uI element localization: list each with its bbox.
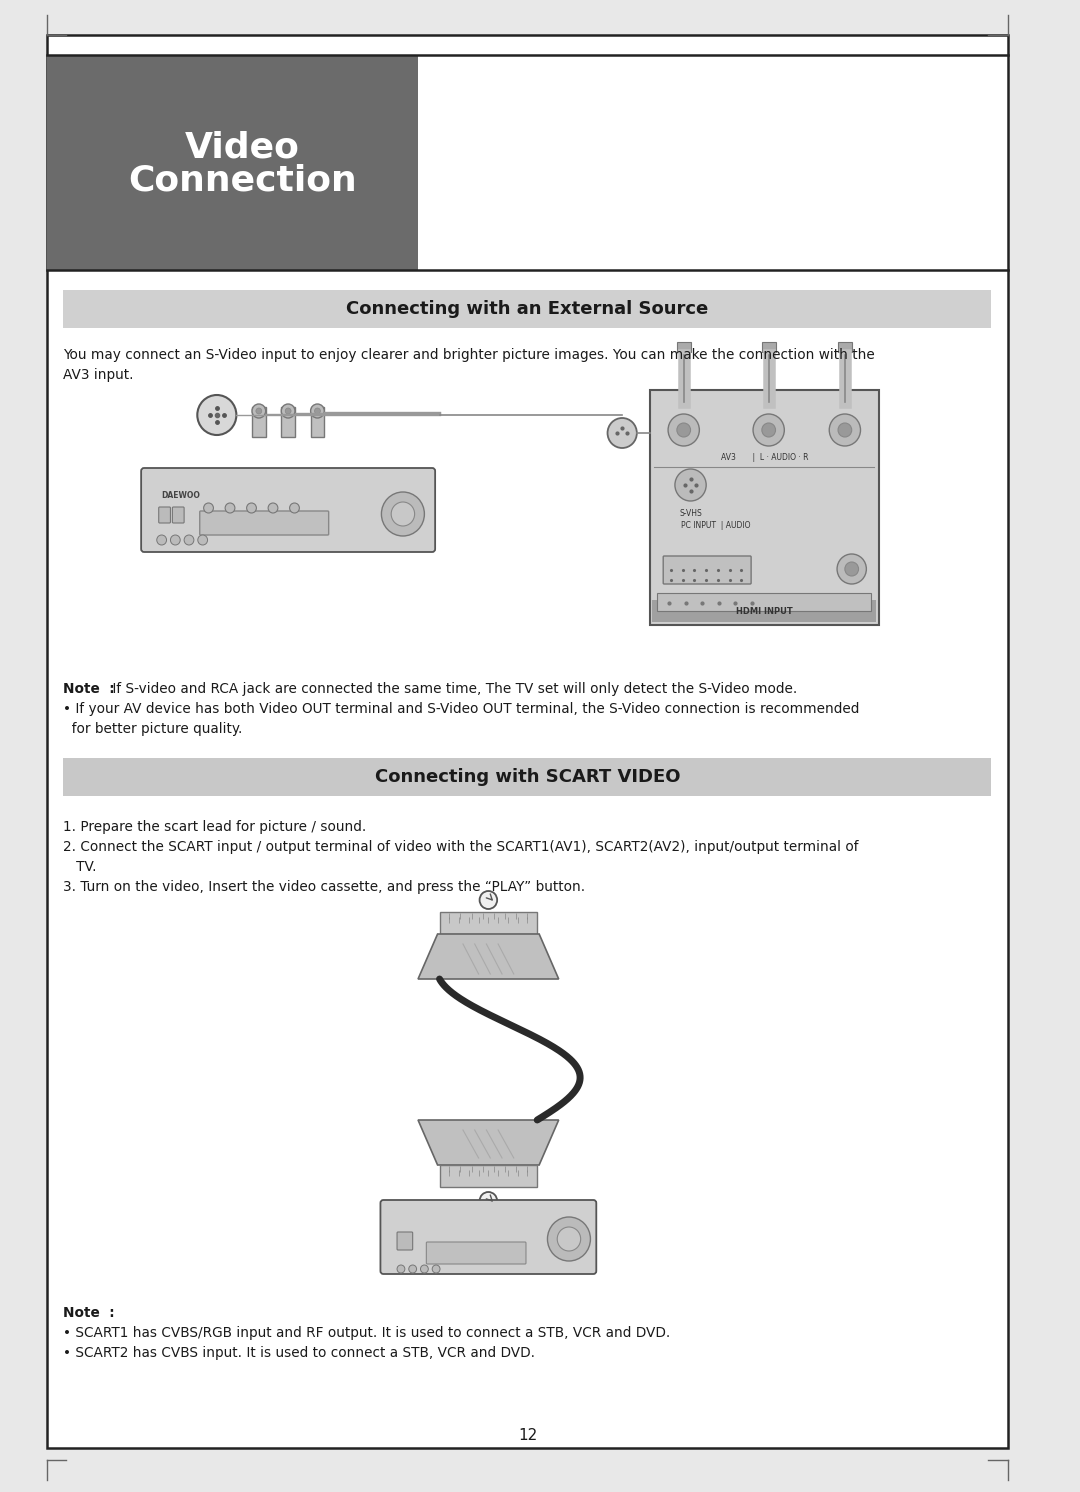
Circle shape bbox=[184, 536, 194, 545]
Text: Note  :: Note : bbox=[64, 682, 116, 695]
Text: 2. Connect the SCART input / output terminal of video with the SCART1(AV1), SCAR: 2. Connect the SCART input / output term… bbox=[64, 840, 859, 853]
Bar bbox=[46, 55, 418, 270]
Circle shape bbox=[246, 503, 256, 513]
Bar bbox=[649, 389, 879, 625]
Circle shape bbox=[677, 424, 690, 437]
FancyBboxPatch shape bbox=[380, 1200, 596, 1274]
Circle shape bbox=[480, 891, 497, 909]
Circle shape bbox=[753, 413, 784, 446]
Polygon shape bbox=[418, 1120, 558, 1165]
Circle shape bbox=[432, 1265, 440, 1273]
Circle shape bbox=[391, 501, 415, 527]
Circle shape bbox=[845, 562, 859, 576]
Text: Connection: Connection bbox=[127, 164, 356, 197]
Text: S-VHS: S-VHS bbox=[679, 509, 702, 518]
Circle shape bbox=[397, 1265, 405, 1273]
Bar bbox=[64, 758, 991, 797]
Bar bbox=[838, 342, 852, 352]
Text: DAEWOO: DAEWOO bbox=[162, 491, 201, 500]
Circle shape bbox=[204, 503, 214, 513]
Circle shape bbox=[256, 407, 261, 413]
Bar bbox=[652, 600, 876, 622]
Circle shape bbox=[829, 413, 861, 446]
Circle shape bbox=[198, 536, 207, 545]
Bar bbox=[311, 407, 324, 437]
Bar bbox=[64, 289, 991, 328]
Circle shape bbox=[171, 536, 180, 545]
Circle shape bbox=[252, 404, 266, 418]
Circle shape bbox=[557, 1226, 581, 1250]
Text: Video: Video bbox=[185, 130, 299, 164]
Circle shape bbox=[314, 407, 321, 413]
Text: PC INPUT  | AUDIO: PC INPUT | AUDIO bbox=[681, 521, 751, 530]
Circle shape bbox=[311, 404, 324, 418]
FancyBboxPatch shape bbox=[173, 507, 184, 524]
Circle shape bbox=[268, 503, 278, 513]
Circle shape bbox=[285, 407, 292, 413]
Text: 3. Turn on the video, Insert the video cassette, and press the “PLAY” button.: 3. Turn on the video, Insert the video c… bbox=[64, 880, 585, 894]
Text: Connecting with SCART VIDEO: Connecting with SCART VIDEO bbox=[375, 768, 680, 786]
FancyBboxPatch shape bbox=[427, 1241, 526, 1264]
Circle shape bbox=[381, 492, 424, 536]
Text: • If your AV device has both Video OUT terminal and S-Video OUT terminal, the S-: • If your AV device has both Video OUT t… bbox=[64, 703, 860, 716]
Text: If S-video and RCA jack are connected the same time, The TV set will only detect: If S-video and RCA jack are connected th… bbox=[108, 682, 798, 695]
Text: TV.: TV. bbox=[64, 859, 97, 874]
Circle shape bbox=[198, 395, 237, 436]
Bar bbox=[677, 342, 690, 352]
Text: for better picture quality.: for better picture quality. bbox=[64, 722, 243, 736]
Text: Note  :: Note : bbox=[64, 1306, 116, 1320]
Circle shape bbox=[420, 1265, 429, 1273]
Circle shape bbox=[838, 424, 852, 437]
FancyBboxPatch shape bbox=[397, 1232, 413, 1250]
Text: Connecting with an External Source: Connecting with an External Source bbox=[347, 300, 708, 318]
Bar bbox=[252, 407, 266, 437]
Circle shape bbox=[675, 468, 706, 501]
Text: 1. Prepare the scart lead for picture / sound.: 1. Prepare the scart lead for picture / … bbox=[64, 821, 367, 834]
Text: AV3       |  L · AUDIO · R: AV3 | L · AUDIO · R bbox=[720, 454, 808, 463]
Text: • SCART1 has CVBS/RGB input and RF output. It is used to connect a STB, VCR and : • SCART1 has CVBS/RGB input and RF outpu… bbox=[64, 1326, 671, 1340]
Bar bbox=[440, 1165, 537, 1188]
Circle shape bbox=[837, 554, 866, 583]
Circle shape bbox=[289, 503, 299, 513]
Circle shape bbox=[608, 418, 637, 448]
Text: • SCART2 has CVBS input. It is used to connect a STB, VCR and DVD.: • SCART2 has CVBS input. It is used to c… bbox=[64, 1346, 536, 1361]
Bar bbox=[761, 342, 775, 352]
FancyBboxPatch shape bbox=[663, 557, 751, 583]
Text: AV3 input.: AV3 input. bbox=[64, 369, 134, 382]
Circle shape bbox=[669, 413, 700, 446]
Bar bbox=[658, 592, 872, 612]
Circle shape bbox=[225, 503, 235, 513]
FancyBboxPatch shape bbox=[159, 507, 171, 524]
Circle shape bbox=[281, 404, 295, 418]
Circle shape bbox=[408, 1265, 417, 1273]
Bar bbox=[440, 912, 537, 934]
Text: You may connect an S-Video input to enjoy clearer and brighter picture images. Y: You may connect an S-Video input to enjo… bbox=[64, 348, 875, 363]
Circle shape bbox=[480, 1192, 497, 1210]
Text: 12: 12 bbox=[517, 1428, 537, 1443]
FancyBboxPatch shape bbox=[200, 510, 328, 536]
FancyBboxPatch shape bbox=[141, 468, 435, 552]
Circle shape bbox=[548, 1217, 591, 1261]
Text: HDMI INPUT: HDMI INPUT bbox=[735, 607, 793, 616]
Circle shape bbox=[761, 424, 775, 437]
Bar bbox=[281, 407, 295, 437]
Polygon shape bbox=[418, 934, 558, 979]
Circle shape bbox=[157, 536, 166, 545]
